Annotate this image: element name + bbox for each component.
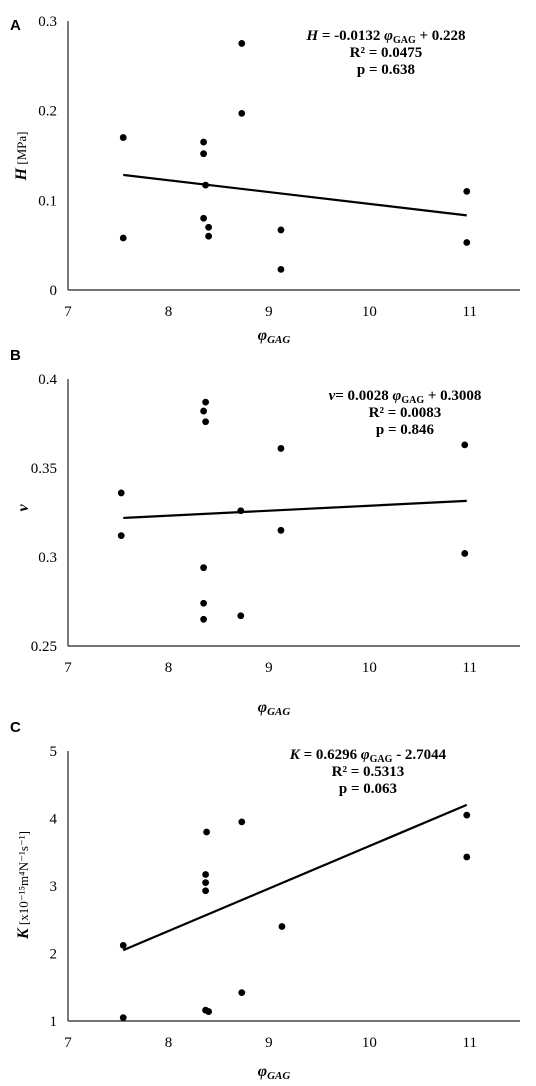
x-axis-label: φGAG xyxy=(258,327,291,346)
y-tick-label: 3 xyxy=(50,879,58,895)
data-point xyxy=(200,564,208,572)
x-tick-label: 11 xyxy=(463,660,477,676)
data-point xyxy=(205,232,213,240)
y-tick-label: 4 xyxy=(50,812,58,828)
data-point xyxy=(463,811,471,819)
x-axis-label: φGAG xyxy=(258,1063,291,1082)
data-point xyxy=(463,187,471,195)
r-squared: R² = 0.0083 xyxy=(369,405,442,421)
data-point xyxy=(461,441,469,449)
y-axis-label: ν xyxy=(15,504,32,512)
data-point xyxy=(205,1008,213,1015)
regression-equation: K = 0.6296 φGAG - 2.7044 xyxy=(289,747,447,765)
y-tick-label: 0.2 xyxy=(38,104,57,120)
y-tick-label: 0 xyxy=(50,283,58,299)
x-tick-label: 10 xyxy=(362,304,377,320)
panel-label: C xyxy=(10,719,21,736)
trendline xyxy=(122,803,468,952)
data-point xyxy=(237,612,245,620)
x-tick-label: 8 xyxy=(165,1035,173,1051)
data-point xyxy=(463,853,471,861)
data-point xyxy=(200,599,208,607)
data-point xyxy=(202,398,210,406)
data-point xyxy=(238,40,246,47)
data-point xyxy=(200,407,208,415)
x-tick-label: 9 xyxy=(265,660,273,676)
data-point xyxy=(277,526,285,534)
data-point xyxy=(205,223,213,231)
panel-c: C 1 2 3 4 5 7 8 9 10 11 φGAG K [x10⁻¹⁵m⁴N⁻¹s⁻¹] K = 0… xyxy=(10,719,520,1082)
data-point xyxy=(119,234,127,242)
data-point xyxy=(117,532,125,540)
data-point xyxy=(463,239,471,246)
data-point xyxy=(238,989,246,997)
data-point xyxy=(202,871,210,878)
data-point xyxy=(277,265,285,273)
data-point xyxy=(200,615,208,623)
r-squared: R² = 0.0475 xyxy=(350,45,423,61)
y-tick-label: 2 xyxy=(50,947,58,963)
trendline xyxy=(123,499,467,520)
y-tick-label: 0.3 xyxy=(38,14,57,30)
y-tick-label: 0.1 xyxy=(38,193,57,209)
p-value: p = 0.638 xyxy=(357,62,415,78)
y-tick-label: 5 xyxy=(50,744,58,760)
data-point xyxy=(202,418,210,426)
data-point xyxy=(119,1014,127,1022)
data-point xyxy=(277,445,285,452)
y-axis-label: K [x10⁻¹⁵m⁴N⁻¹s⁻¹] xyxy=(15,831,32,940)
data-point xyxy=(278,923,286,930)
y-tick-label: 0.3 xyxy=(38,550,57,566)
data-point xyxy=(203,828,211,836)
x-tick-label: 9 xyxy=(265,304,273,320)
data-point xyxy=(238,818,246,826)
trendline xyxy=(123,173,467,217)
data-point xyxy=(237,507,245,515)
y-tick-label: 1 xyxy=(50,1014,58,1030)
regression-equation: H = -0.0132 φGAG + 0.228 xyxy=(305,28,465,46)
data-point xyxy=(119,134,127,141)
r-squared: R² = 0.5313 xyxy=(332,764,405,780)
data-point xyxy=(202,181,210,189)
x-tick-label: 10 xyxy=(362,660,377,676)
data-point xyxy=(202,887,210,895)
panel-label: A xyxy=(10,17,21,34)
y-tick-label: 0.4 xyxy=(38,372,57,388)
data-point xyxy=(117,489,125,497)
x-tick-label: 7 xyxy=(64,1035,72,1051)
data-point xyxy=(200,214,208,222)
data-point xyxy=(200,150,208,158)
y-axis-label: H [MPa] xyxy=(13,132,30,182)
data-point xyxy=(119,942,127,949)
x-axis-label: φGAG xyxy=(258,699,291,718)
panel-b: B 0.25 0.3 0.35 0.4 7 8 9 10 11 φGAG ν ν= 0.0028 φGA… xyxy=(10,347,520,718)
p-value: p = 0.063 xyxy=(339,781,397,797)
p-value: p = 0.846 xyxy=(376,422,435,438)
x-tick-label: 9 xyxy=(265,1035,273,1051)
y-tick-label: 0.35 xyxy=(31,461,57,477)
data-point xyxy=(461,550,469,557)
y-tick-label: 0.25 xyxy=(31,639,57,655)
x-tick-label: 7 xyxy=(64,660,72,676)
data-point xyxy=(202,879,210,887)
x-tick-label: 7 xyxy=(64,304,72,320)
x-tick-label: 11 xyxy=(463,304,477,320)
data-point xyxy=(200,138,208,146)
x-tick-label: 8 xyxy=(165,304,173,320)
regression-equation: ν= 0.0028 φGAG + 0.3008 xyxy=(329,388,482,406)
data-point xyxy=(238,109,246,117)
x-tick-label: 11 xyxy=(463,1035,477,1051)
x-tick-label: 8 xyxy=(165,660,173,676)
x-tick-label: 10 xyxy=(362,1035,377,1051)
panel-a: A 0 0.1 0.2 0.3 7 8 9 10 11 φGAG H [MPa] H = -0.0132… xyxy=(10,14,520,346)
panel-label: B xyxy=(10,347,21,364)
data-point xyxy=(277,226,285,234)
